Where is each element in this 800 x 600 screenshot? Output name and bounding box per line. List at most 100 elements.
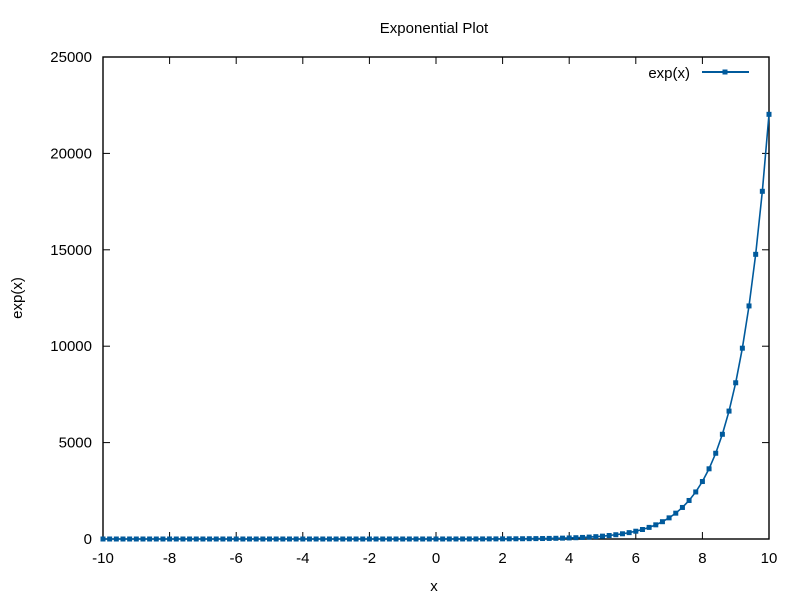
data-point xyxy=(746,303,752,309)
data-point xyxy=(480,536,486,542)
data-point xyxy=(293,536,299,542)
data-point xyxy=(733,380,739,386)
y-tick-label: 0 xyxy=(84,531,92,548)
chart-title: Exponential Plot xyxy=(380,20,489,37)
y-tick-label: 25000 xyxy=(50,49,92,66)
data-point xyxy=(400,536,406,542)
legend-label: exp(x) xyxy=(648,65,690,82)
data-point xyxy=(366,536,372,542)
data-point xyxy=(140,536,146,542)
data-point xyxy=(120,536,126,542)
x-tick-label: 4 xyxy=(565,550,573,567)
data-point xyxy=(533,536,539,542)
data-point xyxy=(493,536,499,542)
data-point xyxy=(393,536,399,542)
data-point xyxy=(360,536,366,542)
x-axis-label: x xyxy=(430,578,438,595)
data-point xyxy=(693,489,699,495)
data-point xyxy=(180,536,186,542)
data-point xyxy=(486,536,492,542)
data-point xyxy=(633,528,639,534)
series-line xyxy=(103,114,770,540)
data-point xyxy=(433,536,439,542)
data-point xyxy=(280,536,286,542)
data-point xyxy=(286,536,292,542)
data-point xyxy=(679,504,685,510)
data-point xyxy=(719,431,725,437)
data-point xyxy=(260,536,266,542)
data-point xyxy=(560,535,566,541)
data-point xyxy=(540,536,546,542)
data-point xyxy=(373,536,379,542)
data-point xyxy=(686,497,692,503)
data-point xyxy=(313,536,319,542)
x-tick-label: 0 xyxy=(432,550,440,567)
data-point xyxy=(193,536,199,542)
data-point xyxy=(227,536,233,542)
data-point xyxy=(726,408,732,414)
data-point xyxy=(380,536,386,542)
y-tick-label: 20000 xyxy=(50,145,92,162)
data-point xyxy=(666,515,672,521)
data-point xyxy=(147,536,153,542)
data-point xyxy=(766,111,772,117)
data-point xyxy=(626,530,632,536)
x-tick-label: 8 xyxy=(698,550,706,567)
data-point xyxy=(759,188,765,194)
data-point xyxy=(440,536,446,542)
x-tick-label: -2 xyxy=(363,550,376,567)
data-point xyxy=(453,536,459,542)
x-tick-label: -8 xyxy=(163,550,176,567)
data-point xyxy=(320,536,326,542)
data-point xyxy=(426,536,432,542)
data-point xyxy=(113,536,119,542)
data-point xyxy=(160,536,166,542)
data-point xyxy=(580,534,586,540)
data-point xyxy=(520,536,526,542)
data-point xyxy=(233,536,239,542)
data-point xyxy=(713,450,719,456)
data-point xyxy=(646,524,652,530)
data-point xyxy=(127,536,133,542)
data-point xyxy=(153,536,159,542)
data-point xyxy=(466,536,472,542)
data-point xyxy=(353,536,359,542)
data-point xyxy=(326,536,332,542)
y-axis-label: exp(x) xyxy=(9,277,26,319)
data-point xyxy=(220,536,226,542)
data-point xyxy=(639,526,645,532)
data-point xyxy=(247,536,253,542)
data-point xyxy=(659,519,665,525)
legend-marker xyxy=(722,69,728,75)
data-point xyxy=(253,536,259,542)
data-point xyxy=(673,510,679,516)
data-point xyxy=(133,536,139,542)
x-tick-label: 10 xyxy=(761,550,778,567)
data-point xyxy=(526,536,532,542)
data-point xyxy=(753,251,759,257)
data-point xyxy=(500,536,506,542)
data-point xyxy=(240,536,246,542)
data-point xyxy=(460,536,466,542)
data-point xyxy=(420,536,426,542)
data-point xyxy=(173,536,179,542)
x-tick-label: -4 xyxy=(296,550,309,567)
data-point xyxy=(107,536,113,542)
data-point xyxy=(586,534,592,540)
data-point xyxy=(573,535,579,541)
data-point xyxy=(613,532,619,538)
x-tick-label: -10 xyxy=(92,550,114,567)
data-point xyxy=(606,533,612,539)
data-point xyxy=(386,536,392,542)
data-point xyxy=(413,536,419,542)
data-point xyxy=(213,536,219,542)
x-tick-label: 6 xyxy=(632,550,640,567)
data-point xyxy=(346,536,352,542)
x-tick-label: -6 xyxy=(230,550,243,567)
data-point xyxy=(593,534,599,540)
data-point xyxy=(506,536,512,542)
plot-frame xyxy=(102,56,770,540)
y-tick-label: 15000 xyxy=(50,242,92,259)
y-tick-label: 10000 xyxy=(50,338,92,355)
